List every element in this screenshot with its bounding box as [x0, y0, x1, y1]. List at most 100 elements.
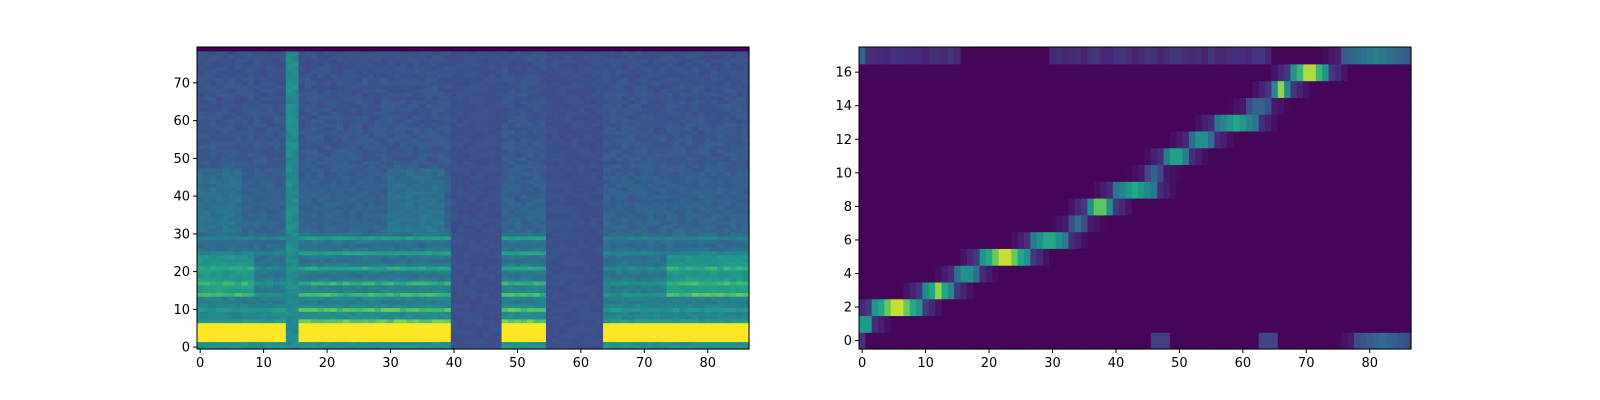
spectrogram-cell [361, 145, 369, 150]
spectrogram-cell [533, 164, 541, 169]
spectrogram-cell [438, 156, 446, 161]
spectrogram-cell [691, 330, 699, 335]
spectrogram-cell [342, 277, 350, 282]
spectrogram-cell [216, 182, 223, 188]
spectrogram-cell [361, 148, 369, 154]
spectrogram-cell [444, 152, 452, 158]
spectrogram-cell [444, 330, 452, 335]
spectrogram-cell [349, 243, 357, 248]
spectrogram-cell [628, 201, 636, 207]
spectrogram-cell [558, 164, 566, 169]
spectrogram-cell [368, 330, 376, 335]
spectrogram-cell [545, 186, 553, 192]
spectrogram-cell [520, 322, 528, 327]
spectrogram-cell [317, 164, 325, 169]
spectrogram-cell [247, 190, 255, 195]
spectrogram-cell [488, 269, 496, 275]
spectrogram-cell [577, 315, 585, 320]
spectrogram-cell [539, 137, 547, 142]
spectrogram-cell [476, 182, 484, 188]
spectrogram-cell [615, 303, 623, 309]
spectrogram-cell [552, 315, 560, 320]
spectrogram-cell [545, 311, 553, 316]
spectrogram-cell [292, 190, 300, 195]
spectrogram-cell [615, 231, 623, 237]
spectrogram-cell [590, 239, 598, 244]
spectrogram-cell [273, 198, 281, 203]
spectrogram-cell [228, 145, 236, 150]
spectrogram-cell [488, 239, 496, 244]
spectrogram-cell [666, 265, 674, 271]
spectrogram-cell [400, 315, 407, 320]
spectrogram-cell [558, 277, 566, 282]
spectrogram-cell [260, 220, 268, 226]
spectrogram-cell [393, 258, 401, 263]
spectrogram-cell [247, 220, 255, 226]
spectrogram-cell [438, 307, 446, 312]
spectrogram-cell [342, 137, 350, 142]
spectrogram-cell [292, 209, 300, 214]
spectrogram-cell [685, 288, 693, 293]
spectrogram-cell [412, 307, 420, 312]
spectrogram-cell [571, 284, 579, 290]
spectrogram-cell [330, 231, 338, 237]
spectrogram-cell [323, 333, 331, 339]
spectrogram-cell [539, 235, 547, 241]
spectrogram-cell [355, 250, 363, 256]
spectrogram-cell [400, 337, 407, 343]
spectrogram-cell [425, 148, 433, 154]
spectrogram-cell [298, 152, 306, 158]
spectrogram-cell [533, 330, 541, 335]
spectrogram-cell [558, 262, 566, 267]
spectrogram-cell [482, 262, 490, 267]
spectrogram-cell [381, 265, 388, 271]
spectrogram-cell [653, 330, 661, 335]
spectrogram-cell [342, 186, 350, 192]
spectrogram-cell [431, 231, 439, 237]
spectrogram-cell [361, 194, 369, 199]
spectrogram-cell [235, 296, 243, 301]
spectrogram-cell [565, 182, 572, 188]
spectrogram-cell [355, 231, 363, 237]
spectrogram-cell [336, 330, 344, 335]
spectrogram-cell [355, 299, 363, 305]
spectrogram-cell [260, 171, 268, 176]
spectrogram-cell [514, 284, 522, 290]
spectrogram-cell [634, 235, 642, 241]
spectrogram-cell [565, 156, 572, 161]
spectrogram-cell [463, 269, 471, 275]
spectrogram-cell [361, 137, 369, 142]
spectrogram-cell [374, 231, 382, 237]
spectrogram-cell [387, 190, 395, 195]
spectrogram-cell [317, 216, 325, 222]
spectrogram-cell [526, 250, 534, 256]
spectrogram-cell [336, 277, 344, 282]
spectrogram-cell [539, 205, 547, 210]
spectrogram-cell [482, 239, 490, 244]
spectrogram-cell [653, 345, 661, 350]
spectrogram-cell [565, 277, 572, 282]
spectrogram-cell [400, 243, 407, 248]
spectrogram-cell [577, 133, 585, 139]
spectrogram-cell [412, 175, 420, 180]
spectrogram-cell [247, 235, 255, 241]
spectrogram-cell [330, 341, 338, 346]
spectrogram-cell [603, 345, 611, 350]
spectrogram-cell [507, 326, 515, 331]
spectrogram-cell [672, 171, 680, 176]
spectrogram-cell [495, 281, 503, 286]
spectrogram-cell [317, 182, 325, 188]
spectrogram-cell [203, 284, 211, 290]
spectrogram-cell [628, 205, 636, 210]
spectrogram-cell [590, 198, 598, 203]
spectrogram-cell [273, 265, 281, 271]
spectrogram-cell [469, 209, 477, 214]
spectrogram-cell [254, 273, 262, 278]
spectrogram-cell [266, 284, 274, 290]
spectrogram-cell [235, 254, 243, 260]
spectrogram-cell [419, 228, 427, 233]
spectrogram-cell [710, 239, 718, 244]
spectrogram-cell [266, 130, 274, 135]
spectrogram-cell [660, 273, 668, 278]
spectrogram-cell [514, 220, 522, 226]
